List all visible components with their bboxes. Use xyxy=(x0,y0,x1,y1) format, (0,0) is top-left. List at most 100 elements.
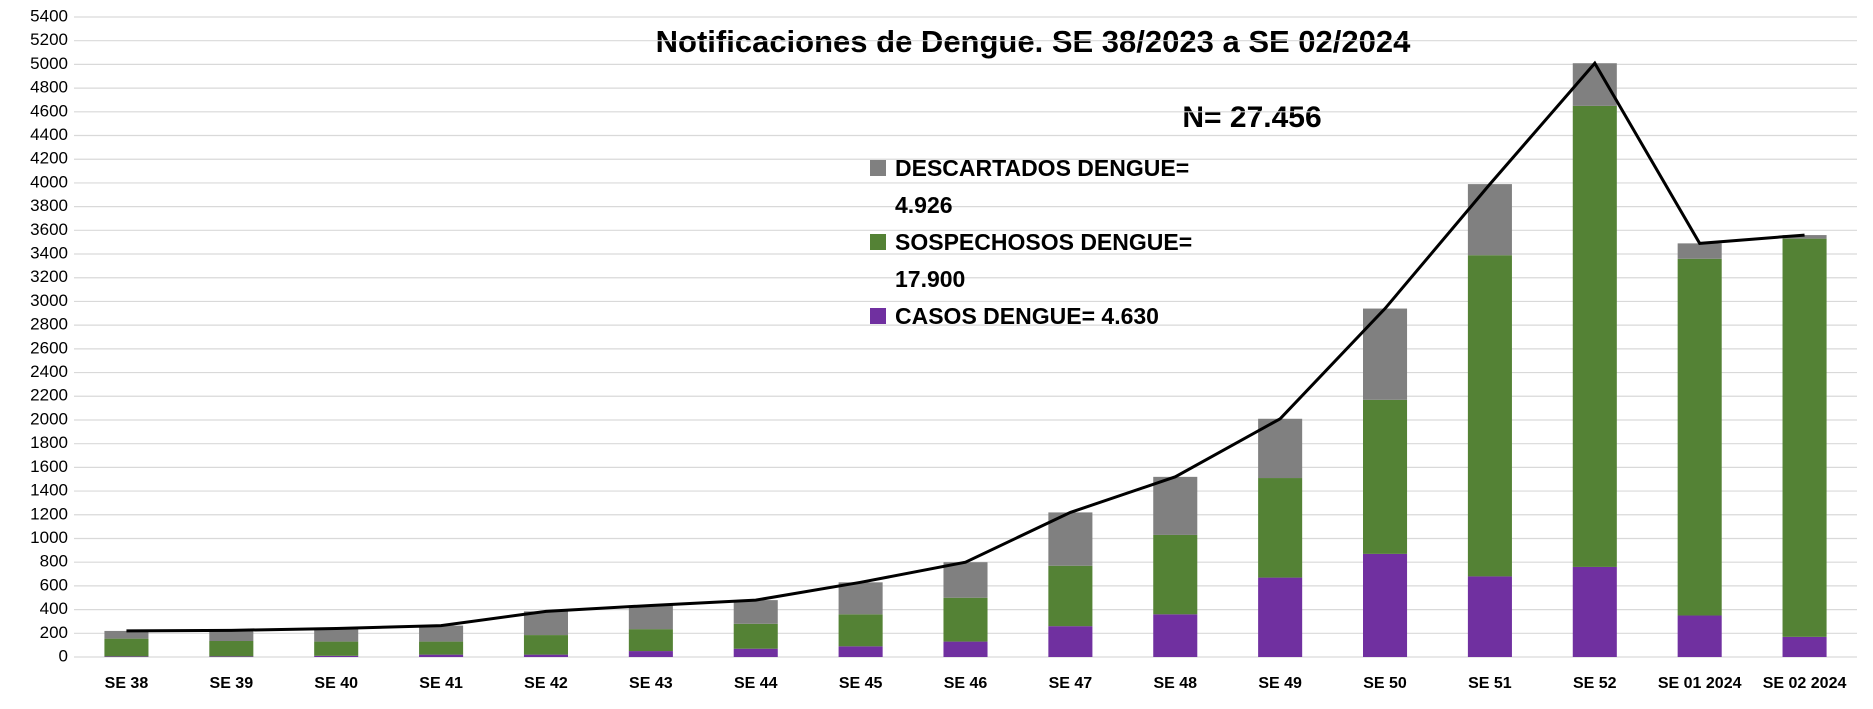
y-tick-label: 4600 xyxy=(30,101,68,120)
x-tick-label: SE 40 xyxy=(314,675,358,692)
y-tick-label: 3800 xyxy=(30,196,68,215)
bar-segment xyxy=(733,648,778,657)
bar-segment xyxy=(314,655,359,657)
bar-segment xyxy=(1677,258,1722,616)
y-tick-label: 1400 xyxy=(30,481,68,500)
bar-segment xyxy=(1572,63,1617,106)
bar-segment xyxy=(523,611,568,636)
legend-label: SOSPECHOSOS DENGUE= 17.900 xyxy=(895,229,1193,292)
bar-segment xyxy=(419,625,464,642)
bar-segment xyxy=(1363,553,1408,657)
bar-segment xyxy=(838,582,883,615)
x-tick-label: SE 39 xyxy=(210,675,254,692)
bar-segment xyxy=(419,641,464,655)
x-tick-label: SE 01 2024 xyxy=(1658,675,1742,692)
bar-segment xyxy=(1258,478,1303,578)
x-tick-label: SE 45 xyxy=(839,675,883,692)
y-tick-label: 5400 xyxy=(30,6,68,25)
y-tick-label: 4200 xyxy=(30,149,68,168)
legend-label: CASOS DENGUE= 4.630 xyxy=(895,303,1159,329)
y-tick-label: 3400 xyxy=(30,244,68,263)
bar-segment xyxy=(628,651,673,657)
annotation: N= 27.456 xyxy=(1182,101,1321,134)
bar-segment xyxy=(1363,399,1408,554)
bar-segment xyxy=(104,638,149,657)
x-tick-label: SE 46 xyxy=(944,675,988,692)
x-tick-label: SE 42 xyxy=(524,675,568,692)
bar-segment xyxy=(1677,243,1722,259)
bar-segment xyxy=(1572,105,1617,567)
legend: DESCARTADOS DENGUE= 4.926 SOSPECHOSOS DEN… xyxy=(870,150,1230,335)
total-line xyxy=(126,60,1805,633)
y-tick-label: 4000 xyxy=(30,172,68,191)
y-tick-label: 400 xyxy=(40,599,68,618)
y-tick-label: 1200 xyxy=(30,504,68,523)
bar-segment xyxy=(419,654,464,657)
legend-entry: SOSPECHOSOS DENGUE= 17.900 xyxy=(870,224,1230,298)
legend-label: DESCARTADOS DENGUE= 4.926 xyxy=(895,155,1190,218)
bar-segment xyxy=(1782,636,1827,657)
y-tick-label: 5200 xyxy=(30,30,68,49)
x-tick-label: SE 50 xyxy=(1363,675,1407,692)
y-tick-label: 0 xyxy=(59,646,68,665)
bar-segment xyxy=(1048,512,1093,566)
x-tick-label: SE 47 xyxy=(1049,675,1093,692)
chart-title: Notificaciones de Dengue. SE 38/2023 a S… xyxy=(656,24,1411,59)
bar-segment xyxy=(1782,235,1827,239)
y-tick-label: 2400 xyxy=(30,362,68,381)
x-tick-label: SE 38 xyxy=(105,675,149,692)
bar-segment xyxy=(628,605,673,630)
bar-segment xyxy=(943,562,988,598)
y-tick-label: 600 xyxy=(40,575,68,594)
y-tick-label: 3600 xyxy=(30,220,68,239)
y-tick-label: 800 xyxy=(40,552,68,571)
bar-segment xyxy=(1572,566,1617,657)
bar-segment xyxy=(1153,534,1198,615)
y-tick-label: 1000 xyxy=(30,528,68,547)
x-tick-label: SE 41 xyxy=(419,675,463,692)
x-tick-label: SE 02 2024 xyxy=(1763,675,1847,692)
bar-segment xyxy=(1677,615,1722,657)
bar-segment xyxy=(1782,238,1827,637)
bar-segment xyxy=(628,629,673,652)
y-tick-label: 2800 xyxy=(30,315,68,334)
bar-segment xyxy=(1467,184,1512,256)
bar-segment xyxy=(1153,476,1198,535)
bar-segment xyxy=(1258,577,1303,657)
bar-segment xyxy=(209,630,254,641)
y-tick-label: 4400 xyxy=(30,125,68,144)
bar-segment xyxy=(314,628,359,642)
bar-segment xyxy=(943,597,988,642)
x-tick-label: SE 44 xyxy=(734,675,778,692)
y-tick-label: 5000 xyxy=(30,54,68,73)
bar-segment xyxy=(733,623,778,649)
bar-segment xyxy=(838,614,883,647)
bar-segment xyxy=(1153,614,1198,657)
bar-segment xyxy=(1048,565,1093,627)
y-tick-label: 4800 xyxy=(30,78,68,97)
x-tick-label: SE 48 xyxy=(1153,675,1197,692)
y-tick-label: 2000 xyxy=(30,409,68,428)
bar-segment xyxy=(943,641,988,657)
y-tick-label: 2200 xyxy=(30,386,68,405)
grid: 0 200 400 600 800 1000 1200 1400 1600 1800 2000 220… xyxy=(30,6,1857,665)
bar-segment xyxy=(1048,626,1093,657)
bar-segment xyxy=(1467,255,1512,577)
legend-entry: CASOS DENGUE= 4.630 xyxy=(870,298,1230,335)
y-tick-label: 1800 xyxy=(30,433,68,452)
bar-segment xyxy=(104,630,149,639)
y-tick-label: 200 xyxy=(40,623,68,642)
bar-segment xyxy=(209,656,254,657)
legend-swatch xyxy=(870,234,886,250)
bar-segment xyxy=(209,641,254,657)
bar-segment xyxy=(523,635,568,655)
legend-entry: DESCARTADOS DENGUE= 4.926 xyxy=(870,150,1230,224)
x-tick-label: SE 43 xyxy=(629,675,673,692)
bar-segment xyxy=(1467,576,1512,657)
y-tick-label: 3200 xyxy=(30,267,68,286)
bar-segment xyxy=(838,646,883,657)
legend-swatch xyxy=(870,308,886,324)
y-tick-label: 1600 xyxy=(30,457,68,476)
